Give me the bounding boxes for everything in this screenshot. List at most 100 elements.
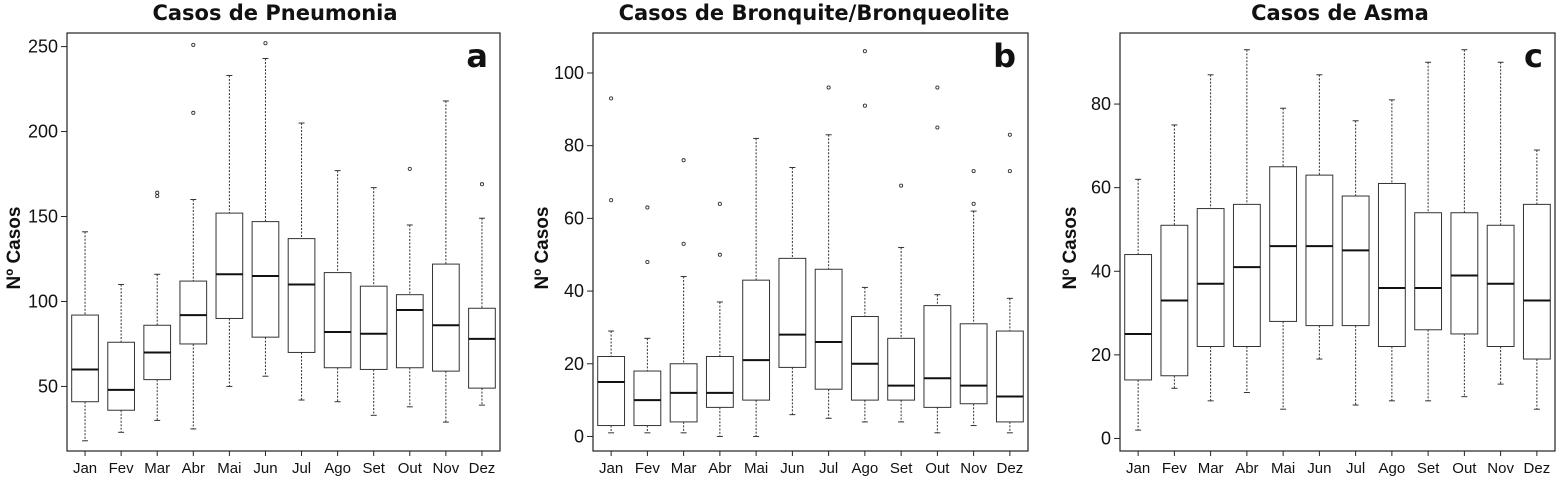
outlier-point bbox=[681, 241, 686, 246]
plot-frame bbox=[592, 32, 1029, 452]
iqr-box bbox=[887, 337, 916, 401]
outlier-point bbox=[191, 110, 196, 115]
iqr-box bbox=[705, 355, 734, 408]
box-fev bbox=[1160, 124, 1189, 389]
box-nov bbox=[959, 169, 988, 427]
x-tick-label: Dez bbox=[997, 460, 1024, 477]
panel-label: a bbox=[466, 37, 488, 75]
outlier-point bbox=[155, 194, 160, 199]
box-abr bbox=[705, 201, 734, 437]
chart-title: Casos de Pneumonia bbox=[152, 1, 397, 25]
x-tick-label: Jun bbox=[1307, 460, 1331, 477]
x-tick-label: Ago bbox=[852, 460, 879, 477]
box-out bbox=[395, 166, 424, 408]
outlier-point bbox=[407, 166, 412, 171]
outlier-point bbox=[479, 182, 485, 187]
box-jan bbox=[71, 231, 99, 442]
iqr-box bbox=[1450, 212, 1479, 335]
outlier-point bbox=[645, 259, 650, 265]
outlier-point bbox=[717, 201, 722, 206]
y-tick-label: 80 bbox=[564, 136, 584, 156]
x-tick-label: Abr bbox=[182, 460, 205, 477]
x-tick-label: Jul bbox=[292, 460, 311, 477]
x-tick-label: Mar bbox=[1198, 460, 1224, 477]
iqr-box bbox=[1522, 203, 1551, 360]
iqr-box bbox=[1377, 182, 1406, 347]
x-tick-label: Jul bbox=[819, 460, 838, 477]
iqr-box bbox=[923, 305, 952, 408]
box-set bbox=[1414, 61, 1443, 402]
x-tick-label: Mai bbox=[1271, 460, 1295, 477]
outlier-point bbox=[645, 205, 650, 210]
box-dez bbox=[468, 182, 496, 406]
y-tick-label: 150 bbox=[28, 207, 58, 227]
iqr-box bbox=[432, 263, 460, 372]
box-ago bbox=[850, 49, 879, 423]
box-jun bbox=[251, 41, 280, 377]
box-set bbox=[887, 183, 916, 423]
iqr-box bbox=[778, 257, 807, 368]
box-jun bbox=[778, 166, 807, 416]
y-tick-label: 80 bbox=[1091, 94, 1111, 114]
outlier-point bbox=[609, 96, 614, 101]
chart-panel-b: Casos de Bronquite/Bronqueolite b Nº Casos… bbox=[532, 1, 1029, 477]
box-nov bbox=[1486, 61, 1515, 385]
box-jul bbox=[1341, 120, 1370, 406]
outlier-point bbox=[681, 158, 686, 163]
box-ago bbox=[323, 170, 352, 403]
box-fev bbox=[107, 283, 135, 433]
x-tick-label: Ago bbox=[324, 460, 351, 477]
y-tick-label: 40 bbox=[564, 281, 584, 301]
box-jul bbox=[287, 122, 316, 401]
iqr-box bbox=[1196, 208, 1225, 347]
box-abr bbox=[179, 42, 208, 430]
x-tick-label: Out bbox=[925, 460, 950, 477]
iqr-box bbox=[251, 221, 280, 338]
x-tick-label: Mai bbox=[217, 460, 241, 477]
outlier-point bbox=[971, 201, 976, 206]
iqr-box bbox=[633, 370, 662, 427]
iqr-box bbox=[1232, 203, 1261, 347]
x-tick-label: Jan bbox=[599, 460, 623, 477]
outlier-point bbox=[717, 252, 722, 257]
y-tick-label: 0 bbox=[574, 426, 584, 446]
outlier-point bbox=[899, 183, 904, 188]
outlier-point bbox=[935, 85, 940, 90]
iqr-box bbox=[1341, 195, 1370, 327]
outlier-point bbox=[862, 103, 867, 108]
box-out bbox=[923, 85, 952, 434]
panel-label: b bbox=[993, 37, 1016, 75]
iqr-box bbox=[1124, 254, 1153, 381]
iqr-box bbox=[1486, 224, 1515, 347]
x-tick-label: Nov bbox=[433, 460, 460, 477]
y-tick-label: 60 bbox=[1091, 178, 1111, 198]
y-tick-label: 100 bbox=[28, 291, 58, 311]
box-abr bbox=[1232, 49, 1261, 393]
outlier-point bbox=[1007, 169, 1012, 174]
box-mai bbox=[1269, 107, 1298, 410]
outlier-point bbox=[971, 169, 976, 174]
chart-panel-c: Casos de Asma c Nº Casos 0 20 40 60 80 Jan Fev Mar… bbox=[1060, 1, 1556, 477]
x-tick-label: Out bbox=[1452, 460, 1477, 477]
outlier-point bbox=[935, 125, 940, 130]
x-tick-label: Abr bbox=[708, 460, 731, 477]
x-tick-label: Set bbox=[362, 460, 385, 477]
x-tick-label: Nov bbox=[1487, 460, 1514, 477]
iqr-box bbox=[323, 272, 352, 369]
x-tick-label: Jan bbox=[1126, 460, 1150, 477]
x-tick-label: Dez bbox=[1524, 460, 1551, 477]
iqr-box bbox=[359, 285, 388, 370]
outlier-point bbox=[1007, 132, 1012, 137]
box-mar bbox=[143, 190, 172, 421]
y-tick-label: 20 bbox=[1091, 345, 1111, 365]
x-tick-label: Fev bbox=[635, 460, 661, 477]
x-tick-label: Jan bbox=[73, 460, 97, 477]
outlier-point bbox=[609, 198, 614, 203]
box-set bbox=[359, 187, 388, 416]
x-tick-label: Mar bbox=[671, 460, 697, 477]
y-tick-label: 20 bbox=[564, 354, 584, 374]
outlier-point bbox=[155, 190, 160, 195]
outlier-point bbox=[191, 42, 196, 47]
x-tick-label: Fev bbox=[1162, 460, 1188, 477]
